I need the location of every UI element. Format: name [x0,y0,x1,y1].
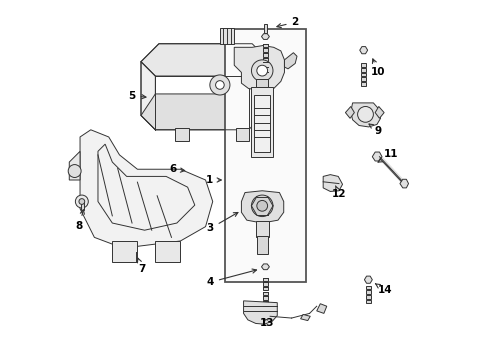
Polygon shape [242,191,284,223]
Polygon shape [248,58,267,130]
Bar [257,236,268,253]
Polygon shape [220,28,234,44]
Circle shape [79,199,85,204]
Bar [263,296,269,300]
Bar [236,128,248,140]
Circle shape [68,165,81,177]
Bar [361,73,366,76]
Bar [81,202,84,211]
Bar [263,278,269,281]
Bar [263,53,269,57]
Polygon shape [262,34,270,40]
Bar [361,77,366,81]
Polygon shape [323,175,343,192]
Bar [263,301,269,305]
Polygon shape [155,241,180,262]
Bar [366,300,371,303]
Bar [263,72,269,75]
Bar [263,44,269,47]
Circle shape [257,201,268,211]
Polygon shape [400,179,409,188]
Bar [264,306,267,315]
Bar [361,68,366,72]
Bar [263,48,269,52]
Polygon shape [372,152,382,161]
Polygon shape [80,130,213,248]
Polygon shape [112,241,137,262]
Bar [263,58,269,61]
Text: 5: 5 [128,91,146,101]
Text: 3: 3 [207,212,238,233]
Polygon shape [244,301,277,324]
Text: 9: 9 [369,124,382,135]
Bar [256,78,269,87]
Polygon shape [360,46,368,54]
Polygon shape [141,44,267,76]
Circle shape [257,65,268,76]
Bar [263,67,269,71]
Text: 8: 8 [75,210,84,231]
Bar [366,286,371,289]
Bar [263,62,269,66]
Bar [175,128,190,140]
Bar [361,82,366,86]
Polygon shape [262,264,270,270]
Polygon shape [300,315,310,320]
Text: 13: 13 [260,318,274,328]
Text: 7: 7 [138,258,146,274]
Polygon shape [317,304,327,314]
Circle shape [210,75,230,95]
Bar [263,287,269,291]
Bar [366,291,371,294]
Bar [264,24,267,33]
Text: 2: 2 [277,17,299,28]
Polygon shape [141,94,267,130]
Text: 10: 10 [371,59,386,77]
Polygon shape [365,276,372,283]
Bar [263,306,269,309]
Circle shape [216,81,224,89]
Bar [263,292,269,295]
Polygon shape [234,45,285,90]
Circle shape [251,195,273,217]
Bar [254,95,270,152]
Polygon shape [141,62,155,130]
Text: 11: 11 [378,149,398,162]
Polygon shape [345,107,354,118]
Bar [361,63,366,67]
Bar [256,221,270,237]
Bar [263,282,269,286]
Circle shape [75,195,88,208]
Polygon shape [375,107,384,118]
Bar [366,295,371,299]
Text: 6: 6 [169,164,185,174]
Text: 1: 1 [205,175,221,185]
Bar [251,87,273,157]
Polygon shape [351,103,381,127]
Text: 14: 14 [375,284,393,296]
Bar [225,30,306,282]
Polygon shape [285,53,297,69]
Text: 4: 4 [206,269,257,287]
Circle shape [358,107,373,122]
Text: 12: 12 [332,186,346,199]
Polygon shape [69,151,80,180]
Circle shape [251,60,273,81]
